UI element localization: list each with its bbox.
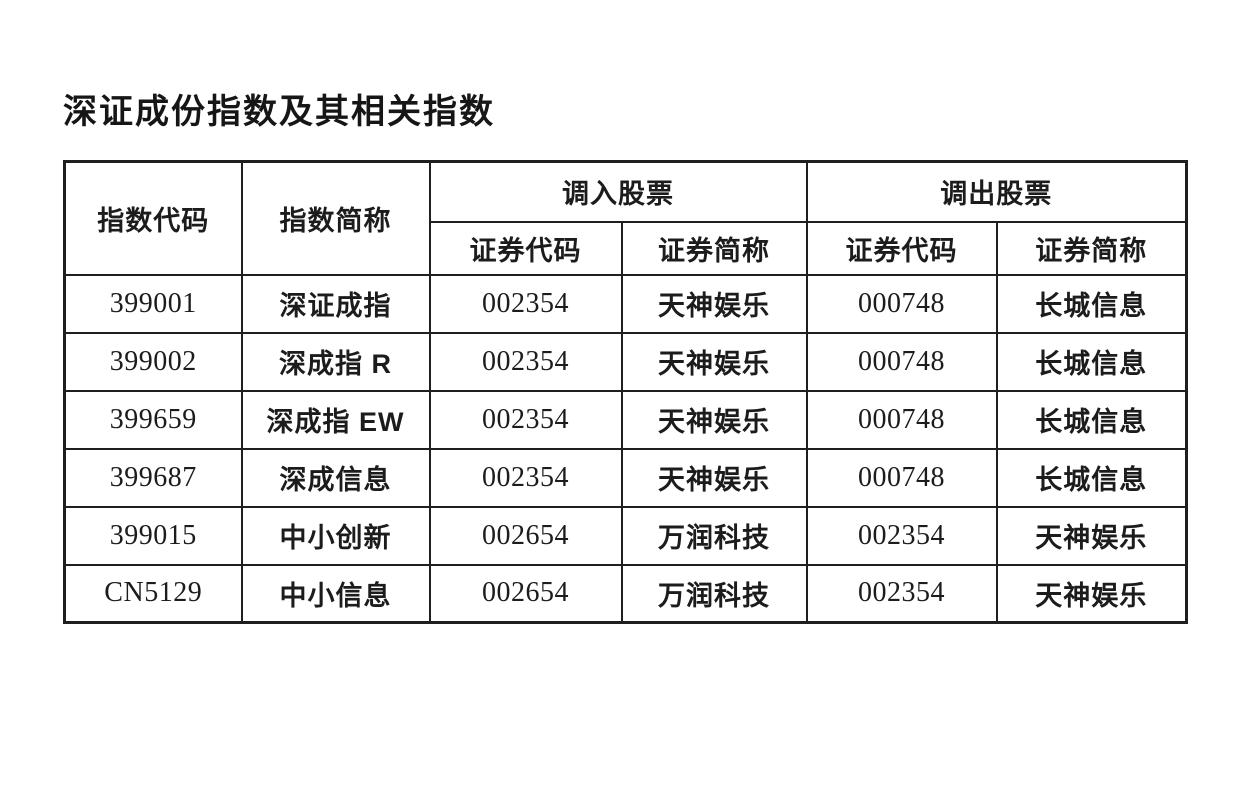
cell-in-code: 002354	[428, 331, 623, 392]
cell-in-name: 天神娱乐	[620, 273, 808, 334]
cell-in-name: 万润科技	[620, 505, 808, 566]
page-title: 深证成份指数及其相关指数	[63, 93, 495, 131]
cell-out-code: 000748	[805, 447, 998, 508]
header-in-security-code: 证券代码	[428, 220, 623, 276]
cell-in-code: 002354	[428, 447, 623, 508]
cell-in-name: 天神娱乐	[620, 447, 808, 508]
cell-out-code: 002354	[805, 563, 998, 624]
cell-index-name: 深成指 EW	[240, 389, 431, 450]
cell-out-code: 002354	[805, 505, 998, 566]
header-in-group: 调入股票	[428, 160, 808, 223]
cell-index-code: CN5129	[63, 563, 243, 624]
table-row: CN5129 中小信息 002654 万润科技 002354 天神娱乐	[63, 563, 1188, 624]
cell-index-code: 399015	[63, 505, 243, 566]
cell-in-code: 002354	[428, 273, 623, 334]
table-row: 399001 深证成指 002354 天神娱乐 000748 长城信息	[63, 273, 1188, 334]
header-sub-row: 证券代码 证券简称 证券代码 证券简称	[65, 220, 1188, 276]
cell-in-code: 002654	[428, 505, 623, 566]
cell-in-code: 002354	[428, 389, 623, 450]
cell-index-name: 中小信息	[240, 563, 431, 624]
cell-out-name: 天神娱乐	[995, 563, 1188, 624]
cell-index-name: 中小创新	[240, 505, 431, 566]
cell-index-name: 深成指 R	[240, 331, 431, 392]
cell-out-name: 长城信息	[995, 447, 1188, 508]
cell-out-name: 天神娱乐	[995, 505, 1188, 566]
cell-index-code: 399001	[63, 273, 243, 334]
header-out-group: 调出股票	[805, 160, 1188, 223]
cell-out-name: 长城信息	[995, 389, 1188, 450]
cell-in-name: 天神娱乐	[620, 331, 808, 392]
table-row: 399659 深成指 EW 002354 天神娱乐 000748 长城信息	[63, 389, 1188, 450]
cell-out-code: 000748	[805, 331, 998, 392]
cell-out-code: 000748	[805, 389, 998, 450]
header-index-name: 指数简称	[240, 160, 431, 276]
cell-in-code: 002654	[428, 563, 623, 624]
cell-index-name: 深成信息	[240, 447, 431, 508]
header-group-row: 指数代码 指数简称 调入股票 调出股票	[63, 160, 1188, 276]
cell-index-code: 399659	[63, 389, 243, 450]
cell-out-name: 长城信息	[995, 331, 1188, 392]
cell-out-name: 长城信息	[995, 273, 1188, 334]
header-in-security-name: 证券简称	[620, 220, 808, 276]
table-row: 399002 深成指 R 002354 天神娱乐 000748 长城信息	[63, 331, 1188, 392]
header-out-security-name: 证券简称	[995, 220, 1188, 276]
header-index-code: 指数代码	[63, 160, 243, 276]
cell-in-name: 天神娱乐	[620, 389, 808, 450]
cell-index-code: 399002	[63, 331, 243, 392]
cell-out-code: 000748	[805, 273, 998, 334]
cell-index-code: 399687	[63, 447, 243, 508]
table-row: 399687 深成信息 002354 天神娱乐 000748 长城信息	[63, 447, 1188, 508]
cell-index-name: 深证成指	[240, 273, 431, 334]
header-out-security-code: 证券代码	[805, 220, 998, 276]
cell-in-name: 万润科技	[620, 563, 808, 624]
table-row: 399015 中小创新 002654 万润科技 002354 天神娱乐	[63, 505, 1188, 566]
index-adjustment-table: 指数代码 指数简称 调入股票 调出股票 证券代码 证券简称 证券代码 证券简称 …	[63, 160, 1188, 624]
